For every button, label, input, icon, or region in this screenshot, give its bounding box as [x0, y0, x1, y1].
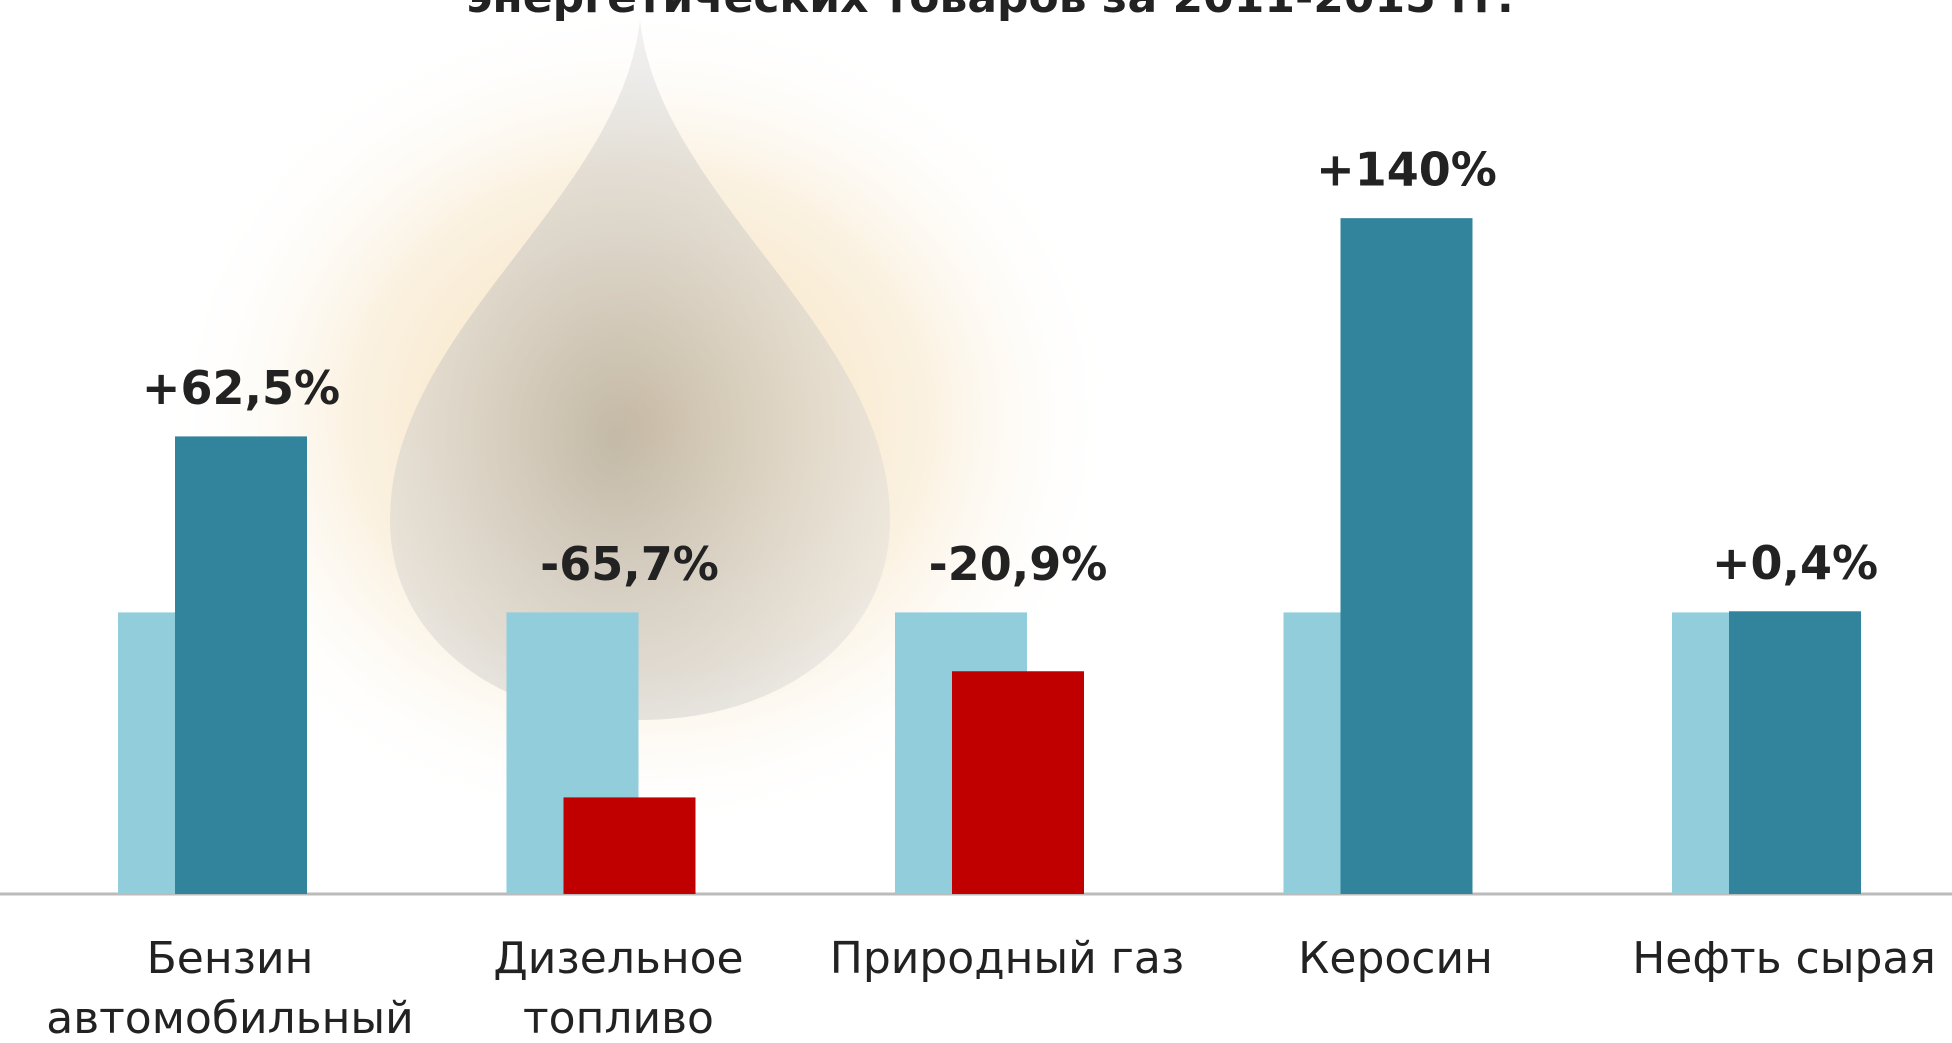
bar [952, 671, 1084, 894]
value-label: +62,5% [142, 361, 340, 415]
value-label: -20,9% [929, 537, 1108, 591]
oil-drop [390, 20, 890, 720]
chart-title: энергетических товаров за 2011-2015 гг. [466, 0, 1513, 23]
x-tick-label: топливо [523, 993, 714, 1043]
x-tick-label: автомобильный [46, 993, 413, 1043]
x-tick-label: Бензин [147, 933, 314, 984]
x-tick-label: Керосин [1298, 933, 1493, 984]
bar [1729, 611, 1861, 894]
bar [175, 436, 307, 894]
bar [563, 797, 696, 894]
value-label: -65,7% [540, 537, 719, 591]
value-label: +140% [1316, 143, 1497, 197]
bar [1340, 218, 1473, 894]
value-label: +0,4% [1712, 536, 1878, 590]
x-tick-label: Дизельное [493, 933, 743, 984]
x-tick-label: Природный газ [830, 933, 1184, 984]
x-tick-label: Нефть сырая [1632, 933, 1936, 984]
